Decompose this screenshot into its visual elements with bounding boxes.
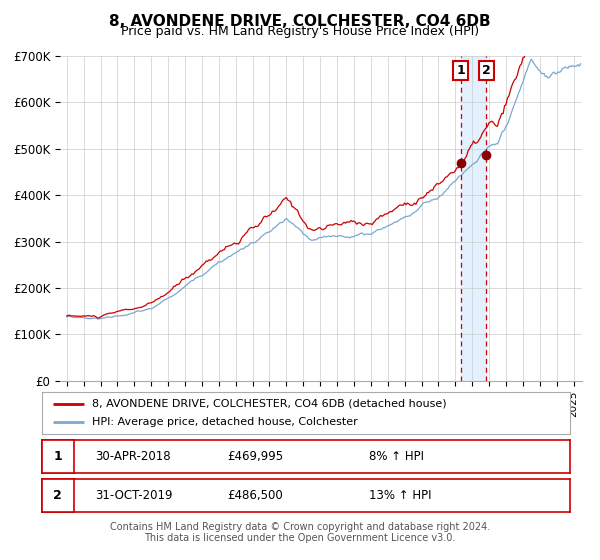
Text: 13% ↑ HPI: 13% ↑ HPI <box>370 489 432 502</box>
Text: 30-APR-2018: 30-APR-2018 <box>95 450 170 463</box>
Text: 8, AVONDENE DRIVE, COLCHESTER, CO4 6DB: 8, AVONDENE DRIVE, COLCHESTER, CO4 6DB <box>109 14 491 29</box>
Text: £486,500: £486,500 <box>227 489 283 502</box>
Text: 1: 1 <box>457 64 465 77</box>
Text: 2: 2 <box>482 64 491 77</box>
Text: 31-OCT-2019: 31-OCT-2019 <box>95 489 172 502</box>
Text: HPI: Average price, detached house, Colchester: HPI: Average price, detached house, Colc… <box>92 417 358 427</box>
Text: 2: 2 <box>53 489 62 502</box>
Text: 8, AVONDENE DRIVE, COLCHESTER, CO4 6DB (detached house): 8, AVONDENE DRIVE, COLCHESTER, CO4 6DB (… <box>92 399 447 409</box>
Text: Price paid vs. HM Land Registry's House Price Index (HPI): Price paid vs. HM Land Registry's House … <box>121 25 479 38</box>
Text: 1: 1 <box>53 450 62 463</box>
Bar <box>461 56 486 381</box>
Text: This data is licensed under the Open Government Licence v3.0.: This data is licensed under the Open Gov… <box>145 533 455 543</box>
Text: £469,995: £469,995 <box>227 450 283 463</box>
Text: Contains HM Land Registry data © Crown copyright and database right 2024.: Contains HM Land Registry data © Crown c… <box>110 522 490 532</box>
Text: 8% ↑ HPI: 8% ↑ HPI <box>370 450 424 463</box>
